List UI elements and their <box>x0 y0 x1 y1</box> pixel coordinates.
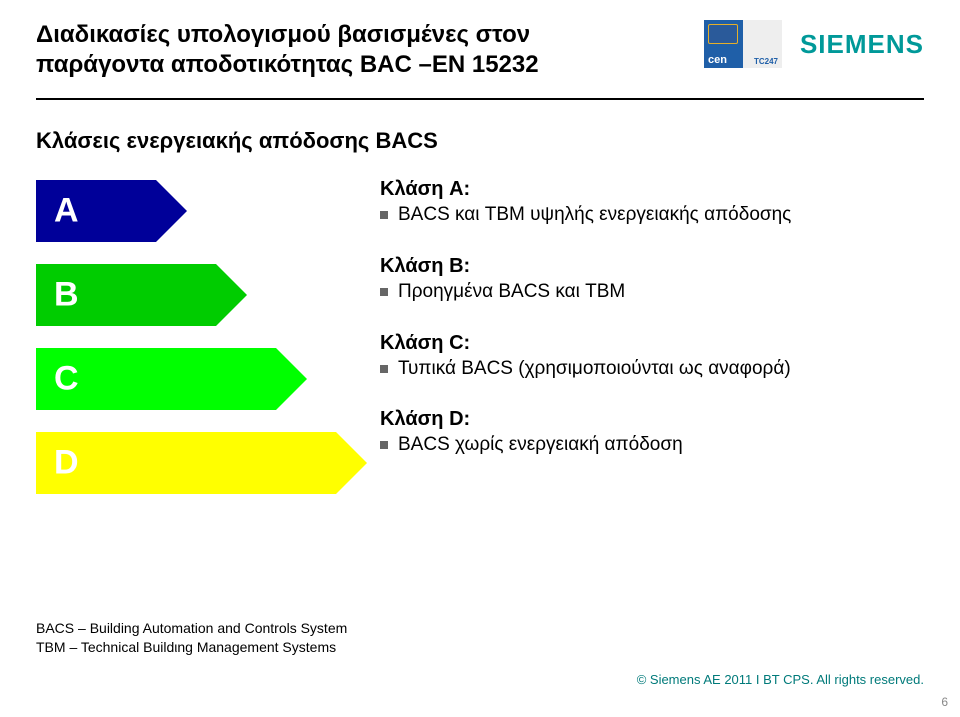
standards-logo: cen TC247 <box>704 20 782 68</box>
brand-logo: SIEMENS <box>800 29 924 60</box>
class-arrows-column: A B C D <box>36 180 367 516</box>
class-letter: D <box>54 444 79 483</box>
desc-body: Προηγμένα BACS και TBM <box>380 280 860 304</box>
arrow-shape-icon <box>36 432 367 494</box>
page-number: 6 <box>941 695 948 709</box>
class-letter: B <box>54 276 79 315</box>
footer-def-tbm: TBM – Technical Buildιng Management Syst… <box>36 638 347 657</box>
slide-header: Διαδικασίες υπολογισμού βασισμένες στον … <box>36 20 924 80</box>
copyright: © Siemens AE 2011 I BT CPS. All rights r… <box>637 672 924 687</box>
slide-subtitle: Κλάσεις ενεργειακής απόδοσης BACS <box>36 128 438 154</box>
class-desc-b: Κλάση B:Προηγμένα BACS και TBM <box>380 255 860 304</box>
cen-label: cen <box>708 54 727 66</box>
slide-title: Διαδικασίες υπολογισμού βασισμένες στον … <box>36 20 596 80</box>
class-descriptions-column: Κλάση A:BACS και TBM υψηλής ενεργειακής … <box>380 178 860 485</box>
class-desc-c: Κλάση C:Τυπικά BACS (χρησιμοποιούνται ως… <box>380 332 860 381</box>
header-rule <box>36 98 924 100</box>
desc-head: Κλάση A: <box>380 178 860 201</box>
footer-definitions: BACS – Building Automation and Controls … <box>36 619 347 657</box>
class-letter: A <box>54 192 79 231</box>
desc-body: BACS χωρίς ενεργειακή απόδοση <box>380 433 860 457</box>
class-letter: C <box>54 360 79 399</box>
desc-body: BACS και TBM υψηλής ενεργειακής απόδοσης <box>380 203 860 227</box>
desc-head: Κλάση C: <box>380 332 860 355</box>
class-arrow-a: A <box>36 180 367 242</box>
desc-body: Τυπικά BACS (χρησιμοποιούνται ως αναφορά… <box>380 357 860 381</box>
class-arrow-c: C <box>36 348 367 410</box>
class-desc-d: Κλάση D:BACS χωρίς ενεργειακή απόδοση <box>380 408 860 457</box>
title-line-1: Διαδικασίες υπολογισμού βασισμένες στον <box>36 20 596 50</box>
desc-head: Κλάση B: <box>380 255 860 278</box>
header-right: cen TC247 SIEMENS <box>704 20 924 68</box>
title-line-2: παράγοντα αποδοτικότητας BAC –EN 15232 <box>36 50 596 80</box>
class-arrow-b: B <box>36 264 367 326</box>
footer-def-bacs: BACS – Building Automation and Controls … <box>36 619 347 638</box>
class-desc-a: Κλάση A:BACS και TBM υψηλής ενεργειακής … <box>380 178 860 227</box>
tc-label: TC247 <box>754 57 778 66</box>
eu-flag-icon <box>708 24 738 44</box>
desc-head: Κλάση D: <box>380 408 860 431</box>
class-arrow-d: D <box>36 432 367 494</box>
